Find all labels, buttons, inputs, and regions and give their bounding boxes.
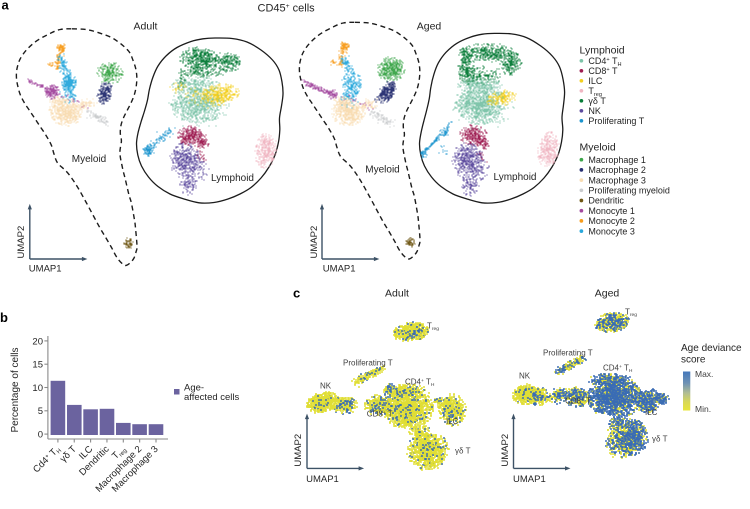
svg-text:γδ T: γδ T [652, 435, 668, 444]
svg-text:γδ T: γδ T [455, 447, 471, 456]
svg-text:Macrophage 2: Macrophage 2 [588, 165, 646, 175]
svg-text:Monocyte 3: Monocyte 3 [588, 226, 635, 236]
svg-text:a: a [2, 0, 10, 13]
svg-text:Lymphoid: Lymphoid [211, 173, 254, 184]
svg-text:CD45+ cells: CD45+ cells [258, 2, 316, 14]
svg-text:Lymphoid: Lymphoid [580, 45, 625, 57]
svg-text:CD8+ T: CD8+ T [565, 397, 591, 406]
svg-text:20: 20 [32, 336, 43, 347]
svg-text:UMAP1: UMAP1 [306, 474, 339, 485]
svg-text:ILC: ILC [446, 417, 459, 426]
svg-text:Monocyte 1: Monocyte 1 [588, 206, 635, 216]
svg-text:UMAP1: UMAP1 [323, 263, 356, 274]
svg-text:UMAP2: UMAP2 [500, 434, 511, 467]
svg-text:Macrophage 1: Macrophage 1 [588, 155, 646, 165]
svg-text:Myeloid: Myeloid [580, 142, 616, 154]
svg-text:affected cells: affected cells [184, 392, 240, 403]
svg-text:CD4+ TH: CD4+ TH [405, 378, 435, 389]
svg-text:c: c [293, 286, 300, 301]
svg-text:Adult: Adult [385, 288, 409, 300]
svg-text:CD8+ T: CD8+ T [367, 410, 393, 419]
svg-text:ILC: ILC [588, 76, 603, 86]
svg-text:Treg: Treg [588, 86, 602, 98]
svg-text:NK: NK [320, 382, 332, 391]
svg-text:Aged: Aged [595, 288, 620, 300]
svg-text:Treg: Treg [427, 322, 439, 333]
svg-text:Proliferating T: Proliferating T [343, 359, 393, 368]
svg-text:Max.: Max. [695, 369, 713, 379]
svg-text:0: 0 [38, 430, 43, 441]
svg-text:CD8+ T: CD8+ T [588, 66, 618, 76]
svg-text:NK: NK [519, 372, 531, 381]
svg-text:Treg: Treg [625, 308, 637, 319]
svg-text:CD4+ TH: CD4+ TH [603, 364, 633, 375]
svg-text:Myeloid: Myeloid [365, 165, 399, 176]
svg-text:Proliferating myeloid: Proliferating myeloid [588, 186, 670, 196]
svg-text:Aged: Aged [417, 21, 442, 33]
svg-text:Lymphoid: Lymphoid [494, 172, 537, 183]
svg-text:5: 5 [38, 406, 43, 417]
svg-text:15: 15 [32, 360, 43, 371]
svg-text:NK: NK [588, 106, 601, 116]
svg-text:Percentage of cells: Percentage of cells [10, 347, 21, 432]
svg-text:γδ T: γδ T [588, 96, 606, 106]
svg-text:Macrophage 3: Macrophage 3 [588, 175, 646, 185]
svg-text:Age-: Age- [184, 383, 204, 394]
svg-text:UMAP1: UMAP1 [513, 474, 546, 485]
svg-text:Myeloid: Myeloid [72, 154, 106, 165]
svg-text:Monocyte 2: Monocyte 2 [588, 216, 635, 226]
svg-text:UMAP2: UMAP2 [309, 226, 320, 259]
svg-text:score: score [681, 355, 706, 366]
svg-text:Proliferating T: Proliferating T [588, 116, 644, 126]
svg-text:Adult: Adult [134, 21, 158, 33]
svg-text:10: 10 [32, 383, 43, 394]
svg-text:CD4+ TH: CD4+ TH [588, 56, 621, 68]
svg-text:UMAP2: UMAP2 [293, 434, 304, 467]
svg-text:b: b [0, 310, 8, 325]
svg-text:UMAP1: UMAP1 [29, 263, 62, 274]
svg-text:Dendritic: Dendritic [588, 196, 624, 206]
svg-text:Proliferating T: Proliferating T [543, 349, 593, 358]
svg-text:Min.: Min. [695, 404, 711, 414]
svg-text:UMAP2: UMAP2 [16, 226, 27, 259]
svg-text:Age deviance: Age deviance [681, 343, 742, 354]
svg-text:ILC: ILC [645, 408, 658, 417]
